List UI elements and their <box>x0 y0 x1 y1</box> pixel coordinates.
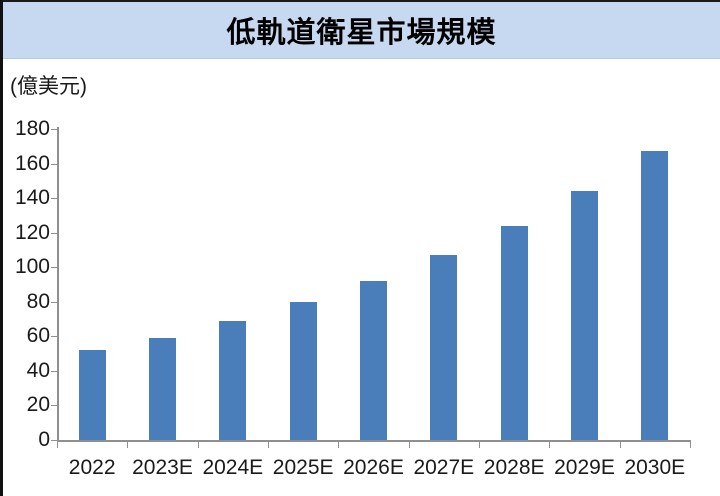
bar-2025E <box>289 301 317 440</box>
y-tick-label: 20 <box>26 393 50 417</box>
x-tick-label: 2028E <box>483 456 545 479</box>
bar-2026E <box>360 281 387 440</box>
y-tick-mark <box>51 405 58 407</box>
bar-2029E <box>571 191 598 440</box>
y-tick-mark <box>51 163 58 165</box>
y-tick-label: 180 <box>14 117 50 140</box>
x-tick-label: 2026E <box>343 456 404 479</box>
y-tick-mark <box>51 129 58 130</box>
left-border <box>0 0 3 496</box>
title-banner: 低軌道衛星市場規模 <box>3 2 720 59</box>
x-tick-label: 2029E <box>554 456 615 479</box>
y-tick-label: 120 <box>14 220 50 244</box>
bar-2027E <box>430 255 458 440</box>
bar-2023E <box>149 338 176 440</box>
x-tick-label: 2024E <box>202 456 264 479</box>
y-tick-mark <box>51 440 58 441</box>
y-tick-label: 140 <box>14 186 50 210</box>
x-tick-label: 2022 <box>68 456 116 479</box>
x-tick-label: 2027E <box>413 456 475 479</box>
y-axis-unit-label: (億美元) <box>10 75 87 98</box>
bar-2028E <box>500 225 528 440</box>
bar-2024E <box>219 320 247 440</box>
x-axis-line <box>57 440 691 442</box>
top-border <box>0 0 720 2</box>
y-axis-line <box>57 127 59 441</box>
bar-2022 <box>78 350 106 440</box>
y-tick-label: 80 <box>26 289 50 313</box>
y-tick-label: 100 <box>14 255 50 279</box>
chart-title: 低軌道衛星市場規模 <box>226 17 497 49</box>
x-tick-mark <box>197 442 199 448</box>
x-tick-mark <box>57 442 58 448</box>
y-tick-label: 0 <box>38 428 50 451</box>
x-tick-mark <box>619 442 621 448</box>
y-tick-label: 60 <box>26 324 50 348</box>
x-tick-mark <box>338 442 340 448</box>
x-tick-mark <box>268 442 269 448</box>
x-tick-label: 2023E <box>132 456 193 479</box>
y-tick-mark <box>51 370 58 372</box>
y-tick-mark <box>51 336 58 338</box>
x-tick-mark <box>690 442 691 448</box>
x-tick-mark <box>408 442 410 448</box>
y-tick-mark <box>51 301 58 303</box>
x-tick-mark <box>127 442 129 448</box>
y-tick-label: 160 <box>14 151 50 175</box>
y-tick-label: 40 <box>26 358 50 382</box>
bar-2030E <box>641 151 669 440</box>
x-tick-label: 2030E <box>624 456 686 479</box>
y-tick-mark <box>51 198 58 200</box>
x-tick-label: 2025E <box>272 456 334 479</box>
x-tick-mark <box>479 442 480 448</box>
x-tick-mark <box>549 442 551 448</box>
y-tick-mark <box>51 267 58 269</box>
y-tick-mark <box>51 232 58 234</box>
